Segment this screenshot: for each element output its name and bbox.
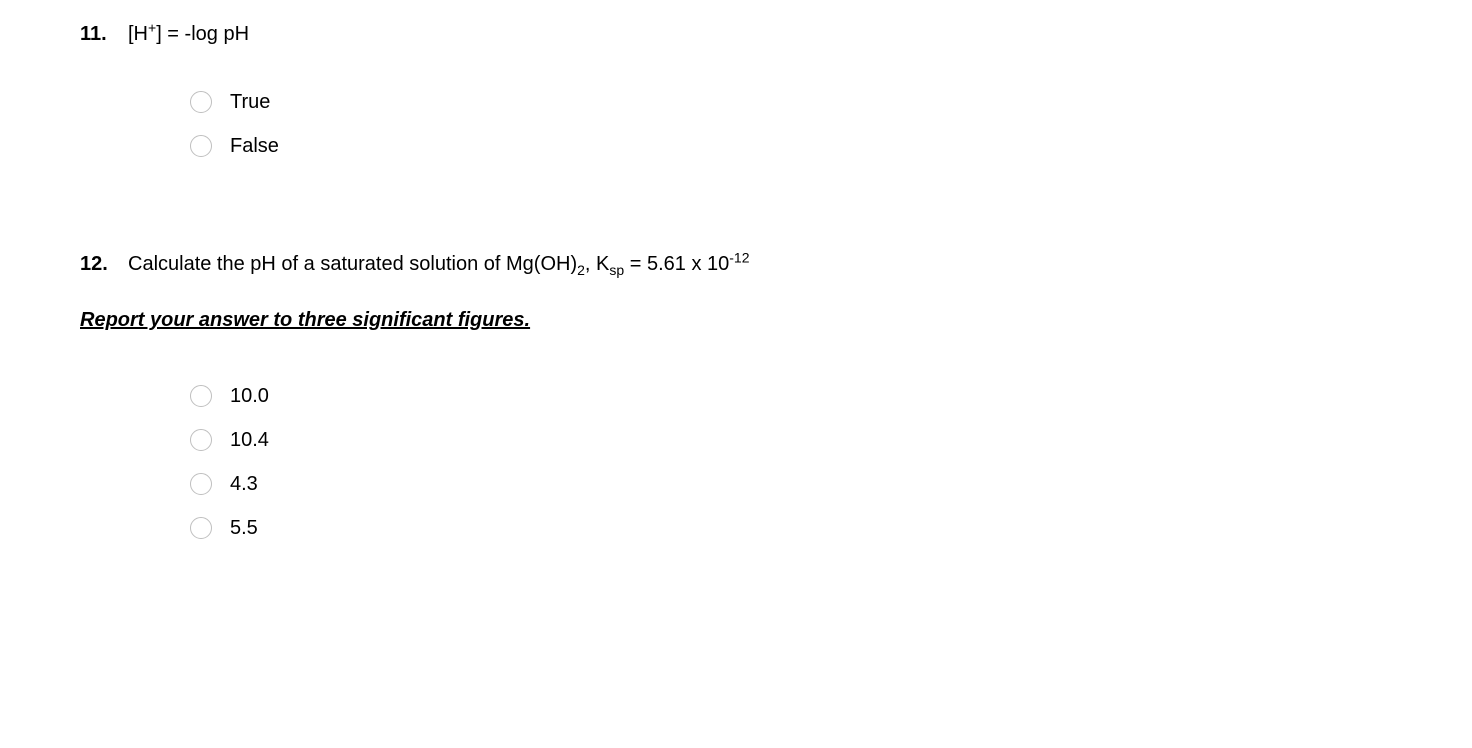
option-10-0[interactable]: 10.0 (190, 382, 1392, 410)
question-instruction: Report your answer to three significant … (80, 306, 1392, 334)
option-4-3[interactable]: 4.3 (190, 470, 1392, 498)
question-number: 11. (80, 20, 128, 48)
option-true[interactable]: True (190, 88, 1392, 116)
option-5-5[interactable]: 5.5 (190, 514, 1392, 542)
option-label: False (230, 132, 279, 160)
option-label: 5.5 (230, 514, 258, 542)
option-10-4[interactable]: 10.4 (190, 426, 1392, 454)
option-label: 10.0 (230, 382, 269, 410)
radio-icon (190, 517, 212, 539)
radio-icon (190, 429, 212, 451)
question-header: 12. Calculate the pH of a saturated solu… (80, 250, 1392, 278)
options-group: 10.0 10.4 4.3 5.5 (190, 382, 1392, 542)
radio-icon (190, 91, 212, 113)
radio-icon (190, 385, 212, 407)
option-label: 4.3 (230, 470, 258, 498)
question-stem: Calculate the pH of a saturated solution… (128, 250, 749, 278)
option-label: True (230, 88, 270, 116)
question-stem: [H+] = -log pH (128, 20, 249, 48)
options-group: True False (190, 88, 1392, 160)
option-label: 10.4 (230, 426, 269, 454)
question-header: 11. [H+] = -log pH (80, 20, 1392, 48)
question-number: 12. (80, 250, 128, 278)
radio-icon (190, 135, 212, 157)
question-11: 11. [H+] = -log pH True False (80, 20, 1392, 160)
radio-icon (190, 473, 212, 495)
option-false[interactable]: False (190, 132, 1392, 160)
question-12: 12. Calculate the pH of a saturated solu… (80, 250, 1392, 542)
